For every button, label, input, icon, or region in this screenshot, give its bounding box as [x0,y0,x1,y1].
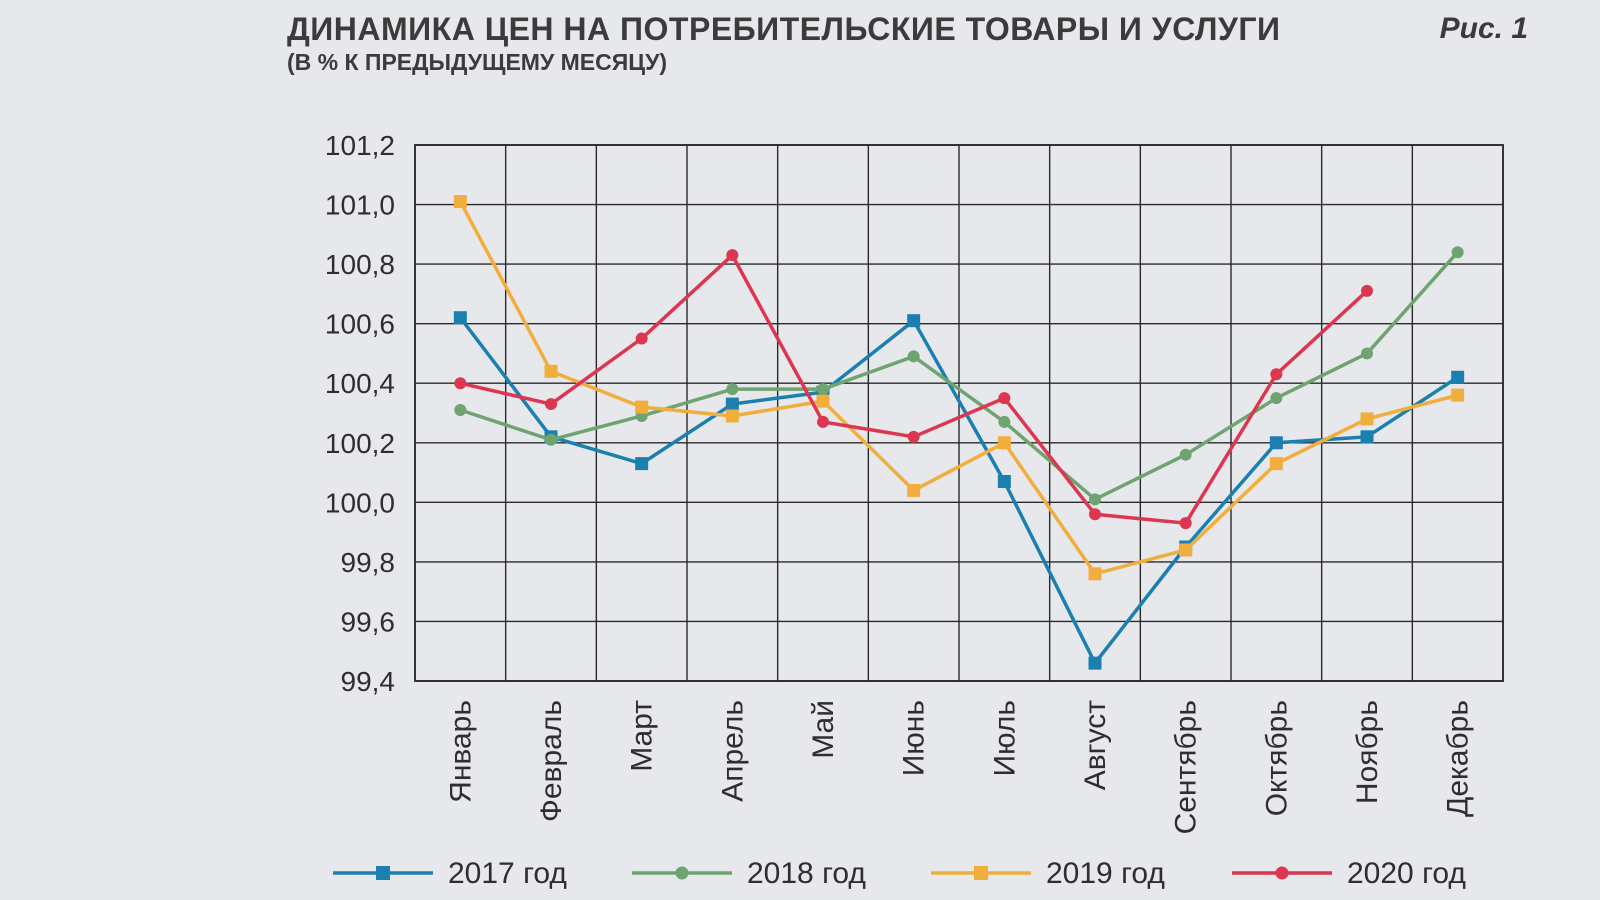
data-point [725,409,739,423]
data-point [635,332,648,345]
x-tick-label: Август [1079,700,1112,791]
legend-label: 2017 год [448,857,567,890]
series-line [458,200,1459,576]
y-tick-label: 101,0 [325,190,395,221]
legend-label: 2019 год [1046,857,1165,890]
data-point [998,392,1011,405]
data-point [1360,412,1374,426]
data-point [1361,347,1373,360]
legend-item: 2019 год [931,857,1165,890]
y-tick-label: 99,4 [341,666,396,697]
data-point [1270,392,1283,405]
data-point [1360,430,1374,444]
legend-marker [1275,866,1289,880]
data-point [1270,368,1283,381]
data-point [997,436,1011,450]
legend-marker [376,866,390,880]
data-point [454,404,467,417]
data-point [726,249,739,262]
x-tick-label: Декабрь [1442,700,1475,817]
data-point [453,195,467,209]
x-tick-label: Январь [444,700,477,803]
chart-title-block: ДИНАМИКА ЦЕН НА ПОТРЕБИТЕЛЬСКИЕ ТОВАРЫ И… [287,12,1281,76]
series-line [459,251,1459,502]
x-tick-label: Май [807,700,840,759]
legend-item: 2020 год [1232,857,1466,890]
data-point [545,433,557,446]
legend-item: 2018 год [632,857,866,890]
data-point [816,394,830,408]
legend: 2017 год 2018 год 2019 год 2020 год [333,857,1466,890]
data-point [454,377,467,390]
x-tick-label: Сентябрь [1170,700,1203,834]
figure-label: Рис. 1 [1439,12,1528,45]
data-point [1179,543,1193,557]
data-point [635,400,649,414]
data-point [1451,246,1464,259]
data-point [1451,388,1465,402]
legend-label: 2018 год [747,857,866,890]
x-tick-label: Июнь [898,700,931,776]
x-tick-label: Апрель [716,700,749,802]
data-point [907,350,920,363]
data-point [635,457,649,471]
x-tick-label: Февраль [535,700,568,822]
data-point [997,474,1011,488]
x-tick-label: Июль [988,700,1021,777]
data-point [907,430,920,443]
y-tick-label: 101,2 [325,130,395,161]
data-point [907,314,921,328]
data-point [1269,457,1283,471]
series-2020-год [454,249,1373,530]
data-point [545,398,557,411]
y-tick-label: 100,6 [325,309,395,340]
chart-title: ДИНАМИКА ЦЕН НА ПОТРЕБИТЕЛЬСКИЕ ТОВАРЫ И… [287,11,1281,47]
series-2017-год [453,311,1465,670]
x-tick-label: Март [626,700,659,772]
series-2019-год [453,195,1465,581]
y-tick-label: 100,0 [325,487,395,518]
data-point [726,383,739,396]
data-point [1269,436,1283,450]
x-tick-label: Ноябрь [1351,700,1384,804]
y-tick-label: 100,8 [325,249,395,280]
data-point [817,415,829,428]
data-point [1451,370,1465,384]
legend-marker [974,866,988,880]
y-tick-label: 99,6 [341,606,396,637]
data-point [907,483,921,497]
legend-label: 2020 год [1347,857,1466,890]
data-point [1179,517,1192,530]
x-tick-label: Октябрь [1260,700,1293,816]
grid [415,144,1503,682]
legend-item: 2017 год [333,857,567,890]
data-point [544,364,558,378]
data-point [1089,508,1101,521]
chart-subtitle: (В % К ПРЕДЫДУЩЕМУ МЕСЯЦУ) [287,49,668,75]
y-tick-label: 99,8 [341,547,396,578]
data-point [998,415,1011,428]
data-point [1089,493,1101,506]
y-tick-label: 100,2 [325,428,395,459]
data-point [725,397,739,411]
data-point [1088,567,1102,581]
data-point [817,383,829,396]
data-point [453,311,467,325]
data-point [1361,284,1373,297]
data-point [1088,656,1102,670]
series-line [458,316,1459,665]
y-tick-label: 100,4 [325,368,395,399]
data-point [1179,448,1192,461]
legend-marker [675,866,689,880]
